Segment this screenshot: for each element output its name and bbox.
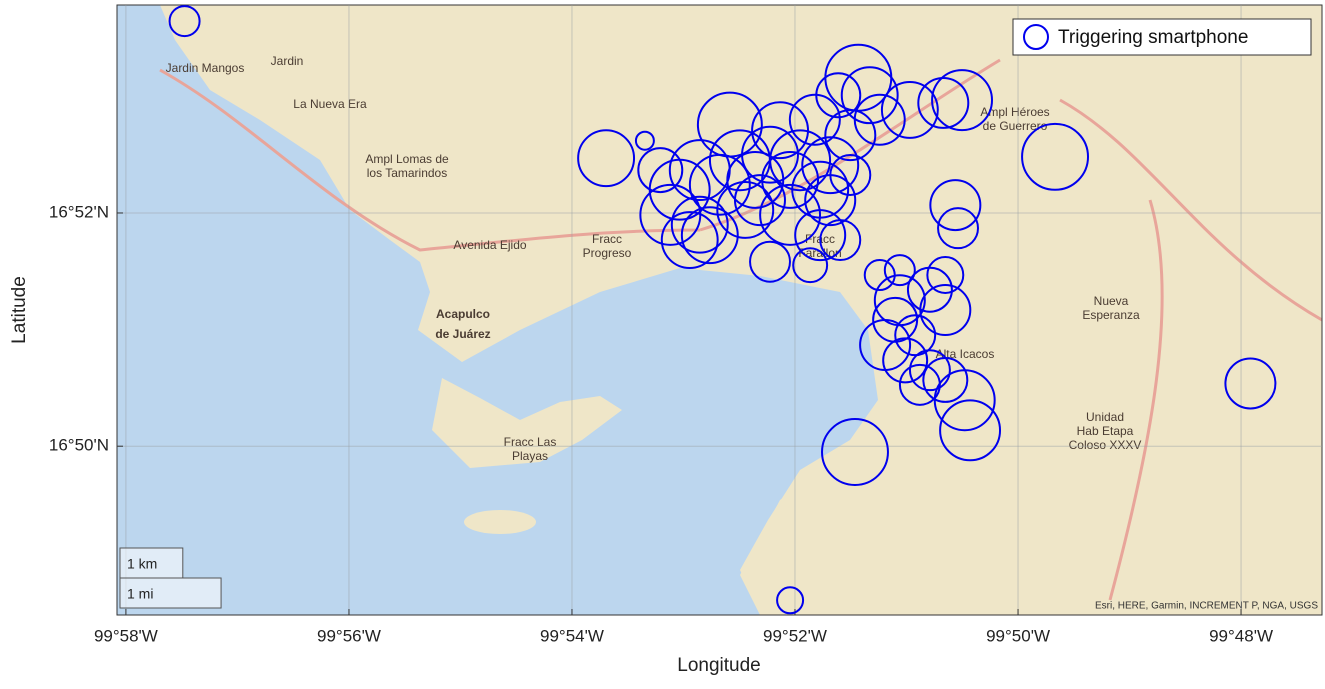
place-label: Jardin Mangos [166, 61, 245, 75]
point [688, 153, 751, 216]
point [917, 76, 970, 129]
point [931, 69, 993, 132]
scale-bar-label: 1 km [127, 556, 157, 572]
x-tick-label: 99°48'W [1209, 626, 1273, 645]
point [788, 93, 841, 146]
point [792, 247, 829, 284]
land-south [740, 440, 1000, 615]
point [726, 150, 785, 209]
place-label: Playas [512, 449, 548, 463]
point [882, 337, 929, 384]
point [733, 174, 786, 227]
point [168, 5, 201, 38]
place-label: Coloso XXXV [1069, 438, 1142, 452]
place-label: Ampl Lomas de [365, 152, 449, 166]
place-label: Nueva [1094, 294, 1129, 308]
point [1224, 357, 1277, 410]
place-label: Alta Icacos [936, 347, 995, 361]
point [883, 254, 916, 287]
peninsula [432, 378, 622, 468]
point [933, 369, 996, 432]
series [168, 5, 1277, 615]
water [117, 5, 878, 615]
x-tick-label: 99°50'W [986, 626, 1050, 645]
point [577, 129, 636, 188]
point [939, 399, 1002, 462]
y-axis-label: Latitude [9, 276, 30, 344]
point [919, 284, 972, 336]
point [670, 195, 729, 254]
place-label: de Juárez [435, 327, 490, 341]
point [906, 266, 953, 313]
point [761, 150, 820, 209]
point [1021, 122, 1090, 191]
point [634, 130, 655, 151]
place-label: La Nueva Era [293, 97, 367, 111]
scale-bar-label: 1 mi [127, 586, 153, 602]
x-tick-label: 99°52'W [763, 626, 827, 645]
legend-box [1012, 18, 1312, 56]
point [759, 183, 822, 246]
place-label: Progreso [583, 246, 632, 260]
point [637, 147, 684, 194]
y-tick-label: 16°50'N [49, 436, 109, 455]
point [829, 154, 872, 196]
point [680, 206, 739, 265]
place-label: Acapulco [436, 307, 490, 321]
place-label: Fracc [592, 232, 622, 246]
place-label: Jardin [271, 54, 304, 68]
attribution: Esri, HERE, Garmin, INCREMENT P, NGA, US… [1095, 601, 1318, 612]
point [776, 586, 805, 615]
point [751, 101, 809, 160]
point [824, 109, 877, 162]
scale-bar [119, 577, 222, 609]
point [894, 314, 937, 357]
basemap [117, 5, 1322, 615]
point [794, 209, 847, 262]
place-label: Avenida Ejido [453, 238, 526, 252]
place-label: de Guerrero [983, 119, 1048, 133]
point [801, 136, 860, 195]
x-tick-label: 99°58'W [94, 626, 158, 645]
place-label: Unidad [1086, 410, 1124, 424]
place-label: Fracc Las [504, 435, 557, 449]
point [880, 80, 939, 139]
place-label: los Tamarindos [367, 166, 447, 180]
point [819, 219, 862, 262]
point [908, 349, 951, 392]
plot-frame [116, 4, 1323, 616]
legend-swatch [1023, 24, 1049, 50]
legend: Triggering smartphone [1012, 18, 1312, 56]
legend-label: Triggering smartphone [1058, 27, 1248, 48]
place-label: Hab Etapa [1077, 424, 1134, 438]
point [716, 181, 775, 239]
point [926, 256, 965, 294]
point [821, 418, 889, 486]
point [749, 240, 791, 283]
place-label: Ampl Héroes [980, 105, 1049, 119]
point [922, 356, 969, 403]
x-axis-label: Longitude [677, 655, 760, 676]
point [840, 66, 899, 125]
island [464, 510, 536, 534]
place-label: Esperanza [1082, 308, 1140, 322]
y-tick-label: 16°52'N [49, 202, 109, 221]
point [660, 211, 719, 269]
x-tick-label: 99°56'W [317, 626, 381, 645]
point [929, 179, 982, 232]
roads [159, 58, 1322, 601]
x-tick-label: 99°54'W [540, 626, 604, 645]
point [937, 207, 979, 250]
point [853, 93, 906, 146]
